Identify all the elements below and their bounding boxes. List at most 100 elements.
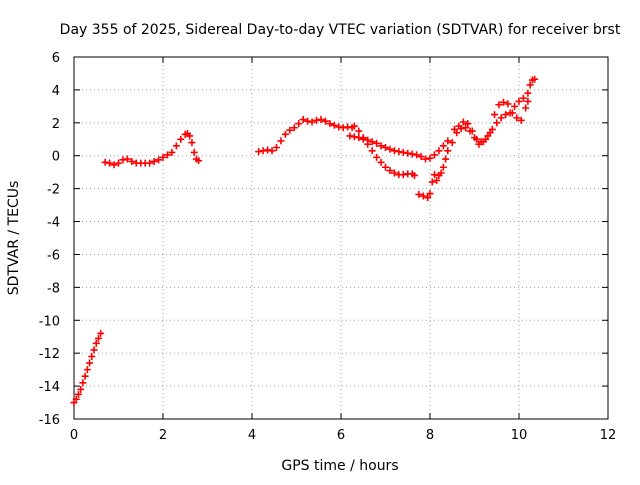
data-point	[346, 132, 354, 140]
data-point	[168, 148, 176, 156]
data-point	[444, 137, 452, 145]
data-point	[308, 118, 316, 126]
data-point	[495, 101, 503, 109]
y-tick-label: -6	[47, 248, 60, 263]
data-point	[359, 134, 367, 142]
y-tick-label: -8	[47, 281, 60, 296]
data-point	[459, 118, 467, 126]
data-point	[424, 194, 432, 202]
data-point	[110, 161, 118, 169]
y-tick-label: -10	[39, 314, 60, 329]
data-point	[524, 89, 532, 97]
data-point	[433, 176, 441, 184]
y-tick-label: 2	[52, 117, 60, 132]
data-point	[128, 157, 136, 165]
data-point	[373, 139, 381, 147]
data-point	[377, 142, 385, 150]
data-point	[442, 155, 450, 163]
data-point	[504, 100, 512, 108]
y-tick-label: 0	[52, 150, 60, 165]
data-point	[399, 148, 407, 156]
x-tick-label: 12	[600, 428, 617, 443]
data-point	[321, 117, 329, 125]
data-point	[464, 120, 472, 128]
data-point	[497, 114, 505, 122]
data-point	[390, 147, 398, 155]
data-point	[493, 119, 501, 127]
axis-ticks	[73, 56, 609, 420]
data-point	[79, 379, 87, 387]
data-point	[81, 372, 89, 380]
data-point	[94, 334, 102, 342]
data-point	[430, 151, 438, 159]
data-point	[83, 366, 91, 374]
data-point	[511, 102, 519, 110]
data-point	[386, 167, 394, 175]
data-point	[150, 157, 158, 165]
data-point	[286, 126, 294, 134]
data-point	[155, 156, 163, 164]
data-point	[419, 192, 427, 200]
data-point	[382, 163, 389, 171]
data-point	[190, 148, 198, 156]
data-point	[277, 137, 285, 145]
x-tick-label: 10	[511, 428, 528, 443]
data-point	[281, 130, 289, 138]
data-point	[413, 151, 421, 159]
data-point	[344, 123, 352, 131]
chart-title: Day 355 of 2025, Sidereal Day-to-day VTE…	[60, 22, 621, 38]
data-point	[526, 81, 534, 89]
data-point	[522, 104, 530, 112]
data-point	[304, 117, 312, 125]
data-point	[439, 163, 447, 171]
data-point	[531, 75, 539, 83]
data-point	[486, 129, 494, 137]
data-point	[119, 156, 127, 164]
data-point	[439, 142, 447, 150]
data-point	[382, 144, 389, 151]
tick-labels: 0 2 4 6 8 10 12 -16 -14 -12 -10 -8 -6 -4 -2 0 2 4 6	[39, 51, 617, 443]
data-point	[364, 140, 372, 148]
data-point	[177, 135, 185, 143]
data-point	[515, 97, 523, 105]
data-point	[468, 127, 476, 135]
data-point	[430, 171, 438, 179]
data-point	[426, 190, 434, 198]
data-point	[92, 339, 100, 347]
data-point	[422, 155, 430, 163]
data-point	[491, 111, 499, 119]
data-point	[101, 158, 109, 166]
data-point	[462, 124, 470, 132]
data-point	[86, 359, 94, 367]
data-point	[159, 153, 167, 161]
data-point	[517, 116, 525, 124]
data-point	[386, 145, 394, 153]
data-point	[339, 124, 347, 132]
data-point	[508, 109, 516, 117]
data-point	[72, 395, 80, 403]
data-point	[390, 169, 398, 177]
data-point	[268, 147, 276, 155]
data-point	[426, 154, 434, 162]
data-point	[264, 146, 272, 154]
data-point	[123, 155, 131, 163]
data-point	[163, 151, 171, 159]
data-point	[299, 116, 307, 124]
data-point	[259, 147, 267, 155]
x-tick-label: 4	[248, 428, 256, 443]
data-point	[350, 133, 358, 141]
data-point	[295, 120, 303, 128]
data-point	[74, 390, 82, 398]
data-point	[373, 153, 381, 161]
data-point	[255, 148, 263, 156]
x-tick-label: 0	[70, 428, 78, 443]
data-point	[77, 385, 85, 393]
data-point	[368, 138, 376, 146]
data-points	[70, 75, 539, 407]
data-point	[172, 142, 180, 150]
data-point	[368, 147, 376, 155]
data-point	[399, 171, 407, 179]
data-point	[428, 178, 436, 186]
data-point	[272, 144, 280, 151]
y-tick-label: -2	[47, 183, 60, 198]
